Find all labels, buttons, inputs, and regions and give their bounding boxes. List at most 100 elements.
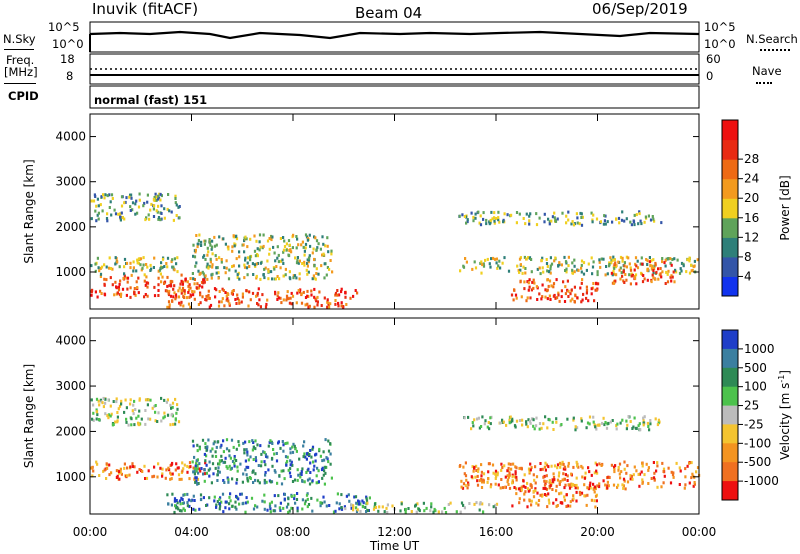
scatter-cell [613,465,616,469]
scatter-cell [535,285,538,289]
scatter-cell [192,470,195,474]
scatter-cell [536,298,539,301]
plot-frame-1 [89,113,700,310]
date-label: 06/Sep/2019 [592,0,688,18]
scatter-cell [476,483,480,487]
nsky-strip-frame [89,21,700,53]
scatter-cell [556,504,559,507]
scatter-cell [187,302,191,306]
scatter-cell [302,444,305,448]
scatter-cell [283,477,286,481]
scatter-cell [99,398,102,402]
scatter-cell [292,233,295,237]
scatter-cell [279,446,282,450]
scatter-cell [278,506,281,510]
scatter-cell [652,476,656,480]
scatter-cell [144,218,147,222]
scatter-cell [197,242,200,246]
scatter-cell [186,501,189,505]
scatter-cell [684,467,687,471]
scatter-cell [231,477,234,481]
scatter-cell [195,469,198,473]
scatter-cell [137,205,141,209]
scatter-cell [256,262,259,265]
scatter-cell [273,267,276,271]
scatter-cell [587,466,590,470]
scatter-cell [467,415,470,419]
scatter-cell [520,466,523,470]
scatter-cell [198,507,201,511]
scatter-cell [218,470,221,474]
scatter-cell [288,509,291,513]
scatter-cell [120,402,123,406]
scatter-cell [316,498,319,502]
scatter-cell [168,306,171,309]
scatter-cell [474,475,477,479]
scatter-cell [154,404,157,407]
scatter-cell [316,295,319,299]
scatter-cell [628,273,631,277]
scatter-cell [136,258,139,262]
scatter-cell [352,504,355,508]
scatter-cell [645,462,648,466]
scatter-cell [525,257,528,261]
scatter-cell [566,417,569,421]
scatter-cell [151,406,154,410]
scatter-cell [525,422,528,426]
scatter-cell [329,452,332,456]
scatter-cell [326,266,329,269]
scatter-cell [552,472,555,476]
scatter-cell [196,464,199,467]
scatter-cell [504,485,507,489]
scatter-cell [581,215,584,219]
scatter-cell [325,273,328,277]
scatter-cell [252,441,255,444]
scatter-cell [651,264,654,268]
scatter-cell [577,465,580,469]
scatter-cell [634,256,638,260]
scatter-cell [208,238,211,241]
scatter-cell [585,285,588,289]
scatter-cell [595,288,598,292]
scatter-cell [583,476,586,480]
scatter-cell [169,403,172,407]
scatter-cell [621,259,624,263]
scatter-cell [263,451,266,455]
scatter-cell [532,495,536,499]
scatter-cell [523,498,526,502]
scatter-cell [206,445,209,449]
scatter-cell [466,486,469,490]
scatter-cell [519,256,522,260]
scatter-cell [103,282,106,286]
scatter-cell [619,476,622,480]
scatter-cell [621,418,624,422]
scatter-cell [318,290,321,294]
scatter-cell [458,214,461,218]
scatter-cell [564,260,568,264]
scatter-cell [496,471,499,475]
scatter-cell [195,261,198,265]
scatter-cell [167,193,170,196]
scatter-cell [104,397,107,401]
scatter-cell [178,509,182,513]
scatter-cell [273,251,276,255]
scatter-cell [118,477,121,481]
scatter-cell [558,492,561,496]
scatter-cell [177,205,180,209]
x-tick-label: 00:00 [73,525,108,539]
scatter-cell [216,479,219,482]
scatter-cell [174,422,177,426]
scatter-cell [315,267,318,271]
scatter-cell [256,291,259,295]
scatter-cell [283,492,286,496]
scatter-cell [466,220,469,224]
scatter-cell [204,298,207,301]
scatter-cell [254,439,257,443]
scatter-cell [545,463,549,467]
scatter-cell [619,277,622,281]
scatter-cell [234,298,237,301]
scatter-cell [552,285,555,289]
scatter-cell [501,418,504,422]
scatter-cell [543,483,547,487]
scatter-cell [593,490,596,494]
